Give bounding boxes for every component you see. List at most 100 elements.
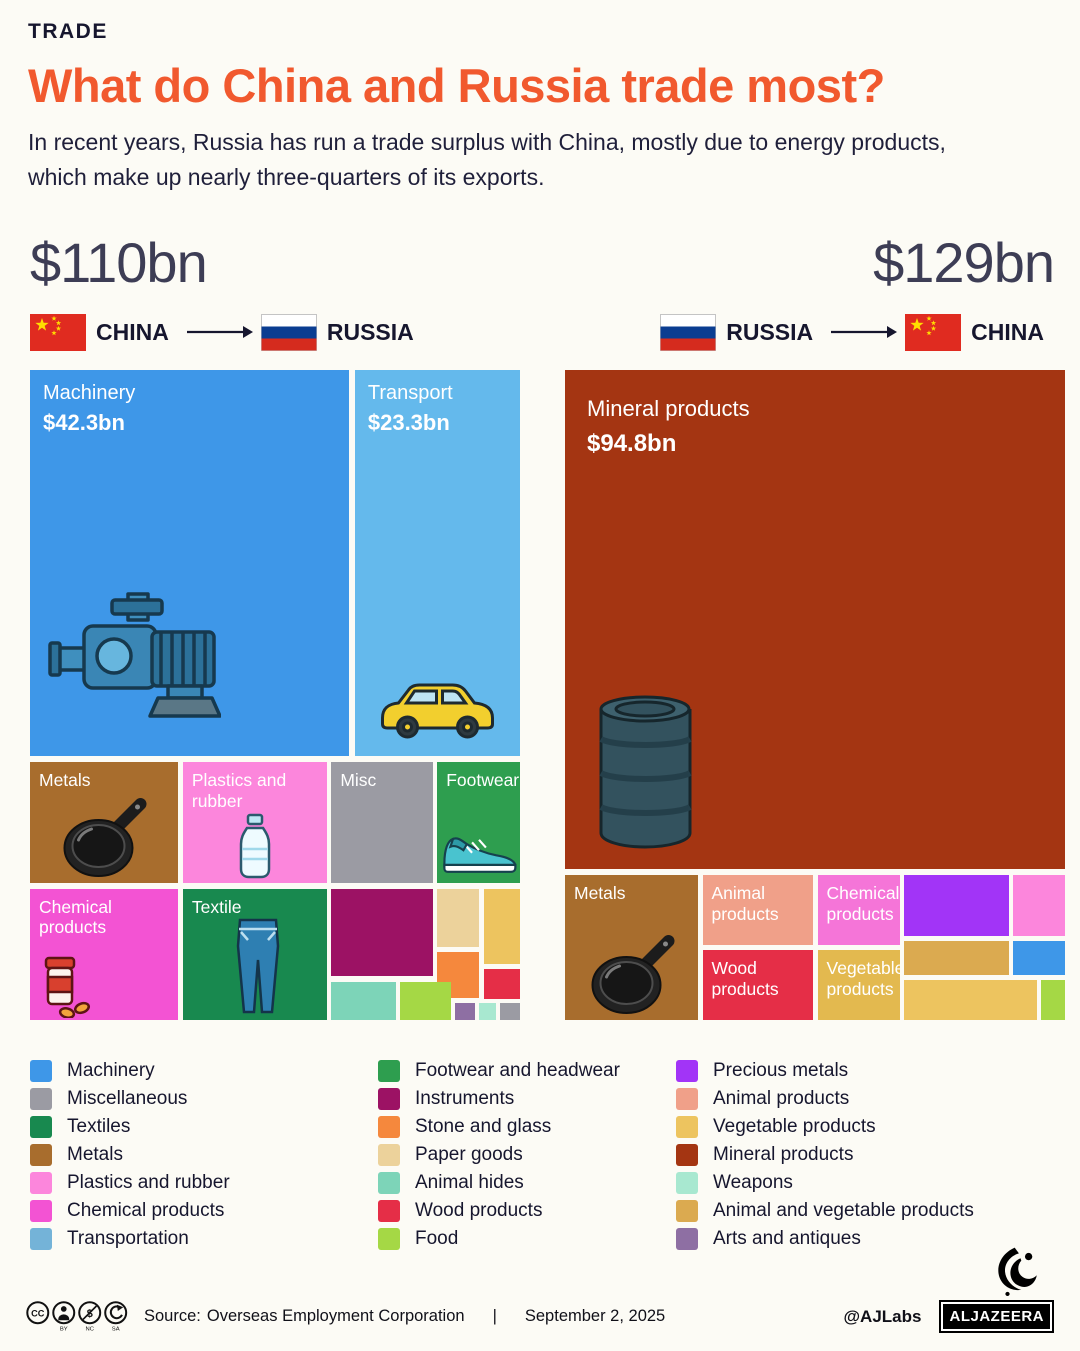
legend-label: Animal and vegetable products — [713, 1200, 974, 1221]
legend-swatch — [378, 1116, 400, 1138]
block-label: Mineral products — [587, 396, 750, 421]
subtitle: In recent years, Russia has run a trade … — [28, 129, 946, 190]
block-value: $42.3bn — [43, 409, 125, 435]
legend-label: Animal products — [713, 1088, 850, 1109]
legend-item-weapons: Weapons — [676, 1172, 974, 1194]
legend-swatch — [30, 1060, 52, 1082]
legend-item-metals: Metals — [30, 1144, 378, 1166]
treemap-block-plastics-and-rubber: Plastics and rubber — [182, 761, 327, 883]
treemap-block-vegetable-products: Vegetable products — [817, 950, 900, 1020]
russia-flag-icon — [260, 313, 317, 351]
treemap-block-misc: Misc — [331, 761, 433, 883]
block-label: Textile — [191, 896, 242, 917]
treemap-block-wood-products: Wood products — [702, 950, 813, 1020]
legend-item-instruments: Instruments — [378, 1088, 676, 1110]
legend-swatch — [30, 1144, 52, 1166]
car-icon — [375, 678, 500, 740]
treemap-block-food — [399, 982, 452, 1020]
treemap-block-metals: Metals — [565, 875, 698, 1020]
legend-label: Animal hides — [415, 1172, 524, 1193]
legend-label: Metals — [67, 1144, 123, 1165]
legend-label: Plastics and rubber — [67, 1172, 230, 1193]
block-label: Plastics and rubber — [191, 769, 287, 811]
treemap-block-wood-products — [483, 969, 520, 1000]
treemap-block-miscellaneous-small — [499, 1003, 520, 1020]
legend-item-precious-metals: Precious metals — [676, 1060, 974, 1082]
legend-item-animal-hides: Animal hides — [378, 1172, 676, 1194]
legend-item-wood-products: Wood products — [378, 1200, 676, 1222]
treemap-block-instruments — [331, 888, 433, 977]
block-label: Metals — [39, 769, 91, 790]
legend-item-plastics-and-rubber: Plastics and rubber — [30, 1172, 378, 1194]
sneaker-icon — [439, 832, 519, 877]
legend-label: Arts and antiques — [713, 1228, 861, 1249]
jeans-icon — [232, 916, 284, 1016]
country-label-russia: RUSSIA — [726, 318, 814, 345]
svg-text:CC: CC — [31, 1309, 45, 1319]
header: TRADE What do China and Russia trade mos… — [28, 20, 1050, 194]
country-label-russia: RUSSIA — [326, 318, 414, 345]
block-value: $94.8bn — [587, 429, 677, 457]
svg-text:SA: SA — [112, 1326, 120, 1332]
machinery-icon — [46, 590, 221, 740]
legend-item-paper-goods: Paper goods — [378, 1144, 676, 1166]
treemap-block-transport: Transport $23.3bn — [354, 370, 520, 757]
legend-label: Machinery — [67, 1060, 155, 1081]
treemap-block-animal-products: Animal products — [702, 875, 813, 946]
cc-license-icons: CC $ BY NC SA — [26, 1301, 130, 1332]
flow-china-to-russia: CHINA RUSSIA — [30, 312, 424, 352]
legend-label: Miscellaneous — [67, 1088, 188, 1109]
block-label: Footwear — [446, 769, 520, 790]
source-value: Overseas Employment Corporation — [206, 1307, 465, 1325]
treemap-china-exports: Machinery $42.3bn Transport $23.3bn Metals Pl… — [30, 370, 520, 1020]
legend-swatch — [378, 1088, 400, 1110]
country-label-china: CHINA — [96, 318, 169, 345]
legend-label: Stone and glass — [415, 1116, 552, 1137]
legend-label: Vegetable products — [713, 1116, 876, 1137]
legend-swatch — [30, 1228, 52, 1250]
legend-label: Mineral products — [713, 1144, 854, 1165]
legend-item-machinery: Machinery — [30, 1060, 378, 1082]
legend-swatch — [378, 1144, 400, 1166]
treemap-russia-exports: Mineral products $94.8bn Metals Animal prod… — [565, 370, 1065, 1020]
legend-item-transportation: Transportation — [30, 1228, 378, 1250]
russia-flag-icon — [660, 313, 717, 351]
legend-swatch — [676, 1228, 698, 1250]
legend-item-arts-and-antiques: Arts and antiques — [676, 1228, 974, 1250]
svg-text:$: $ — [87, 1308, 93, 1320]
legend-swatch — [676, 1088, 698, 1110]
pan-icon — [57, 796, 152, 881]
legend-swatch — [30, 1172, 52, 1194]
treemap-block-chemical-products: Chemical products — [817, 875, 900, 946]
legend-swatch — [676, 1116, 698, 1138]
legend-column: Precious metals Animal products Vegetable … — [676, 1060, 974, 1250]
footer: CC $ BY NC SA Source: Overseas Employment Co… — [26, 1300, 1054, 1333]
legend-item-animal-products: Animal products — [676, 1088, 974, 1110]
treemap-block-machinery: Machinery $42.3bn — [30, 370, 350, 757]
legend-column: Machinery Miscellaneous Textiles Metals Plas… — [30, 1060, 378, 1250]
total-russia-exports: $129bn — [873, 231, 1055, 294]
legend-item-mineral-products: Mineral products — [676, 1144, 974, 1166]
legend-label: Transportation — [67, 1228, 189, 1249]
legend-column: Footwear and headwear Instruments Stone an… — [378, 1060, 676, 1250]
treemap-block-metals: Metals — [30, 761, 179, 883]
legend-swatch — [378, 1060, 400, 1082]
legend-item-food: Food — [378, 1228, 676, 1250]
page-title: What do China and Russia trade most? — [28, 59, 885, 112]
block-label: Metals — [574, 883, 626, 904]
treemap-block-vegetable-products — [483, 888, 520, 965]
legend-swatch — [676, 1172, 698, 1194]
flow-russia-to-china: RUSSIA CHINA — [660, 312, 1054, 352]
legend-label: Chemical products — [67, 1200, 225, 1221]
treemap-block-precious-metals — [903, 875, 1009, 937]
legend-item-animal-and-vegetable-products: Animal and vegetable products — [676, 1200, 974, 1222]
pan-icon — [584, 933, 679, 1018]
legend-item-stone-and-glass: Stone and glass — [378, 1116, 676, 1138]
china-flag-icon — [30, 313, 86, 351]
country-label-china: CHINA — [971, 318, 1044, 345]
treemap-block-mineral-products: Mineral products $94.8bn — [565, 370, 1065, 870]
arrow-right-icon — [831, 325, 898, 339]
footer-date: September 2, 2025 — [524, 1307, 666, 1325]
block-label: Chemical products — [826, 883, 900, 924]
